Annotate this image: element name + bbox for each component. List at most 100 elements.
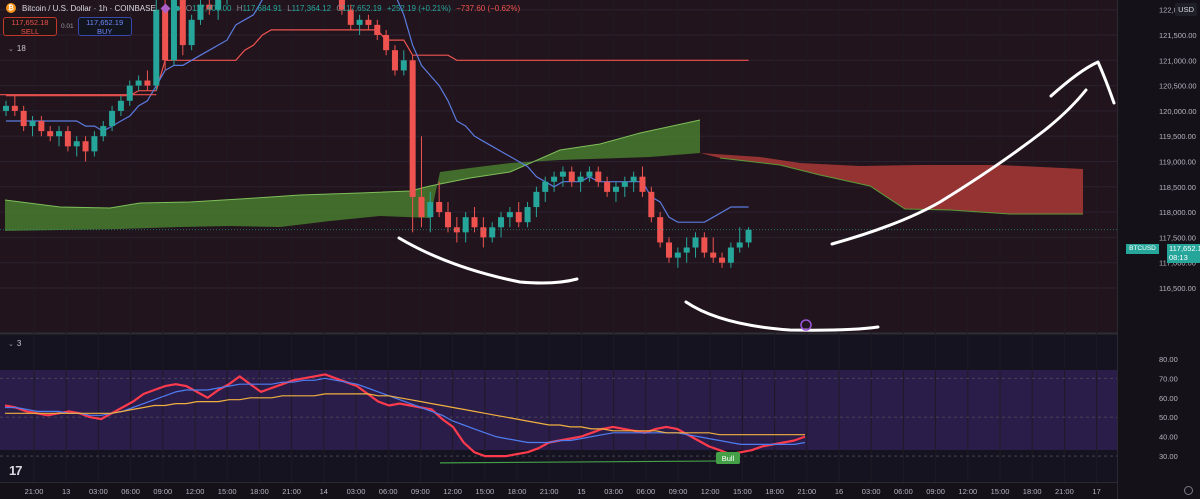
time-tick-label: 09:00 bbox=[153, 487, 172, 496]
bitcoin-icon: ₿ bbox=[6, 3, 16, 13]
candle-body bbox=[515, 212, 522, 223]
time-tick-label: 09:00 bbox=[926, 487, 945, 496]
drawn-curve-left bbox=[397, 236, 579, 285]
candle-body bbox=[427, 201, 434, 218]
sell-button[interactable]: 117,652.18 SELL bbox=[3, 17, 57, 36]
change-value-2: −737.60 (−0.62%) bbox=[456, 3, 521, 13]
candle-body bbox=[11, 105, 18, 111]
ohlc-values: O117,400.00 H117,684.91 L117,364.12 C117… bbox=[185, 3, 521, 13]
price-tick-label: 117,500.00 bbox=[1159, 233, 1196, 242]
indicator-count: 18 bbox=[16, 44, 26, 53]
price-tick-label: 121,500.00 bbox=[1159, 31, 1197, 40]
time-tick-label: 18:00 bbox=[508, 487, 527, 496]
time-tick-label: 17 bbox=[1092, 487, 1100, 496]
time-tick-label: 03:00 bbox=[604, 487, 623, 496]
buy-button[interactable]: 117,652.19 BUY bbox=[77, 17, 132, 36]
event-marker-icon bbox=[800, 319, 812, 331]
chevron-down-icon: ⌄ bbox=[8, 45, 14, 53]
candle-body bbox=[356, 19, 363, 25]
price-tick-label: 117,000.00 bbox=[1159, 259, 1196, 268]
time-tick-label: 15:00 bbox=[733, 487, 752, 496]
time-tick-label: 18:00 bbox=[765, 487, 784, 496]
candle-body bbox=[630, 176, 637, 182]
oscillator-tick-label: 60.00 bbox=[1159, 394, 1178, 403]
candle-body bbox=[745, 229, 752, 243]
candle-body bbox=[3, 105, 9, 111]
indicators-collapse-main[interactable]: ⌄ 18 bbox=[8, 44, 26, 53]
time-tick-label: 21:00 bbox=[1055, 487, 1074, 496]
time-tick-label: 12:00 bbox=[701, 487, 720, 496]
candle-body bbox=[586, 171, 593, 177]
time-tick-label: 21:00 bbox=[25, 487, 44, 496]
candle-body bbox=[727, 247, 734, 263]
candle-body bbox=[109, 110, 116, 127]
drawn-arrow-head bbox=[1049, 60, 1116, 105]
candle-body bbox=[347, 9, 354, 25]
tradingview-logo[interactable]: 17 bbox=[9, 463, 23, 478]
candle-body bbox=[683, 247, 690, 253]
candle-body bbox=[188, 19, 195, 46]
candle-body bbox=[551, 176, 558, 182]
flag-icon[interactable] bbox=[160, 3, 171, 13]
candle-body bbox=[559, 171, 566, 177]
oscillator-tick-label: 70.00 bbox=[1159, 374, 1178, 383]
price-tick-label: 118,000.00 bbox=[1159, 208, 1196, 217]
time-tick-label: 21:00 bbox=[797, 487, 816, 496]
oscillator-tick-label: 30.00 bbox=[1159, 452, 1178, 461]
candle-body bbox=[604, 181, 611, 192]
divergence-line bbox=[439, 460, 729, 464]
time-tick-label: 15:00 bbox=[991, 487, 1010, 496]
time-tick-label: 09:00 bbox=[669, 487, 688, 496]
settings-icon[interactable] bbox=[1184, 486, 1193, 495]
candle-body bbox=[506, 212, 513, 218]
candle-body bbox=[144, 80, 151, 86]
ichimoku-cloud bbox=[4, 119, 1083, 231]
candle-body bbox=[73, 141, 80, 147]
candle-body bbox=[577, 176, 584, 182]
candle-body bbox=[445, 212, 451, 228]
drawn-arrow-line bbox=[830, 88, 1088, 246]
candle-body bbox=[162, 9, 169, 61]
candle-body bbox=[170, 0, 177, 61]
indicator-count: 3 bbox=[16, 339, 22, 348]
candle-body bbox=[153, 9, 160, 86]
spread-value: 0.01 bbox=[61, 23, 74, 30]
senkou-span-a bbox=[4, 119, 701, 209]
candle-body bbox=[82, 141, 89, 152]
indicators-collapse-osc[interactable]: ⌄ 3 bbox=[8, 339, 21, 348]
time-axis: 21:00 13 03:00 06:00 09:00 12:00 15:00 18:00 21:… bbox=[25, 487, 1101, 496]
candle-body bbox=[20, 110, 27, 127]
candle-body bbox=[462, 217, 469, 233]
price-tick-label: 120,000.00 bbox=[1159, 107, 1197, 116]
candle-body bbox=[56, 131, 63, 137]
candle-body bbox=[648, 191, 655, 218]
time-tick-label: 15 bbox=[577, 487, 585, 496]
chart-header: ₿ Bitcoin / U.S. Dollar · 1h · COINBASE … bbox=[0, 0, 523, 16]
candle-body bbox=[719, 257, 726, 263]
candle-body bbox=[409, 60, 416, 197]
candle-body bbox=[692, 237, 699, 248]
candles bbox=[0, 0, 1117, 268]
candle-body bbox=[621, 181, 628, 187]
candle-body bbox=[100, 126, 107, 137]
candle-body bbox=[38, 121, 45, 132]
candle-body bbox=[568, 171, 575, 182]
symbol-tag: BTCUSD bbox=[1126, 244, 1159, 254]
buy-price: 117,652.19 bbox=[86, 18, 124, 27]
candle-body bbox=[436, 201, 443, 213]
time-tick-label: 21:00 bbox=[540, 487, 559, 496]
candle-body bbox=[135, 80, 142, 86]
oscillator-tick-label: 50.00 bbox=[1159, 413, 1178, 422]
symbol-title[interactable]: Bitcoin / U.S. Dollar · 1h · COINBASE bbox=[22, 3, 156, 13]
candle-body bbox=[612, 186, 619, 192]
candle-body bbox=[418, 196, 425, 218]
candle-body bbox=[365, 19, 372, 25]
candle-body bbox=[47, 131, 54, 137]
candle-body bbox=[595, 171, 602, 182]
sell-price: 117,652.18 bbox=[11, 18, 49, 27]
currency-button[interactable]: USD bbox=[1175, 3, 1197, 16]
time-tick-label: 03:00 bbox=[347, 487, 366, 496]
candle-body bbox=[117, 100, 124, 111]
candle-body bbox=[736, 242, 743, 248]
